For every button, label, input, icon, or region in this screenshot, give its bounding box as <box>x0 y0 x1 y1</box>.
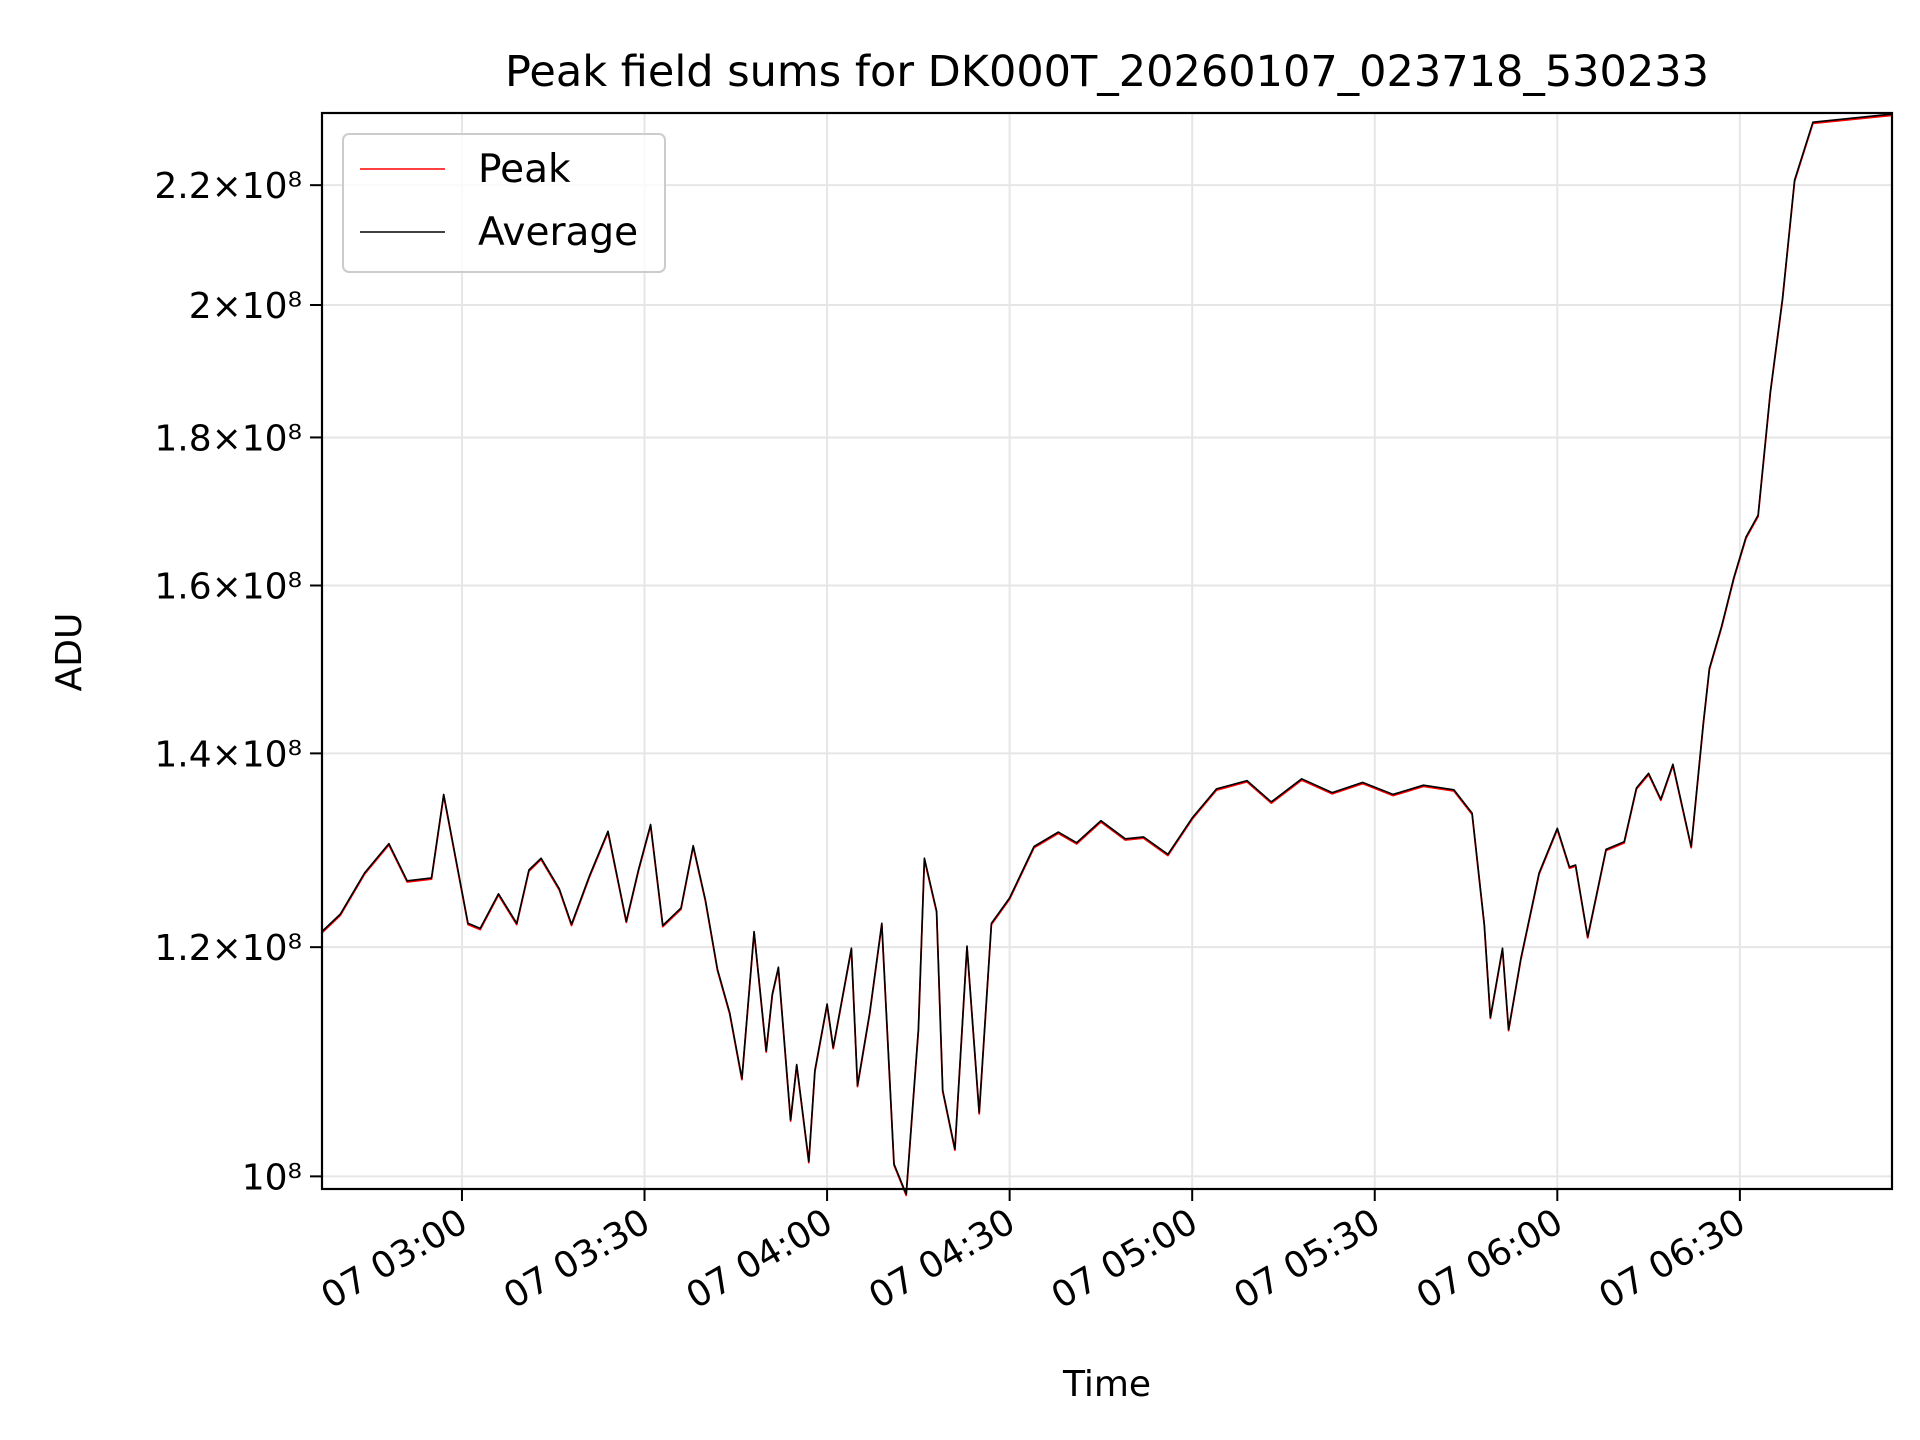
x-tick-label: 07 05:00 <box>1045 1201 1205 1317</box>
y-tick-label: 2.2×10⁸ <box>154 166 302 207</box>
x-tick-label: 07 03:00 <box>315 1201 475 1317</box>
y-tick-label: 10⁸ <box>242 1157 302 1198</box>
y-tick-label: 1.8×10⁸ <box>154 418 302 459</box>
legend: Peak Average <box>342 133 666 273</box>
legend-label-peak: Peak <box>478 147 571 192</box>
y-tick-label: 1.4×10⁸ <box>154 734 302 775</box>
y-axis-label: ADU <box>49 613 90 692</box>
x-tick-label: 07 04:30 <box>862 1201 1022 1317</box>
series-lines <box>321 113 1893 1197</box>
x-tick-label: 07 04:00 <box>680 1201 840 1317</box>
x-axis-ticks: 07 03:00 07 03:30 07 04:00 07 04:30 07 05:00… <box>315 1189 1752 1317</box>
grid <box>322 113 1892 1189</box>
y-axis-ticks: 10⁸ 1.2×10⁸ 1.4×10⁸ 1.6×10⁸ 1.8×10⁸ 2×10⁸ 2.2×… <box>154 166 322 1198</box>
x-tick-label: 07 03:30 <box>497 1201 657 1317</box>
y-tick-label: 1.2×10⁸ <box>154 928 302 969</box>
x-tick-label: 07 06:30 <box>1592 1201 1752 1317</box>
y-tick-label: 1.6×10⁸ <box>154 567 302 608</box>
x-axis-label: Time <box>1062 1364 1151 1405</box>
plot-frame <box>320 111 1894 1191</box>
legend-label-average: Average <box>478 210 638 255</box>
y-tick-label: 2×10⁸ <box>189 286 302 327</box>
series-line-peak <box>321 114 1893 1197</box>
series-line-average <box>321 113 1893 1195</box>
x-tick-label: 07 06:00 <box>1410 1201 1570 1317</box>
x-tick-label: 07 05:30 <box>1227 1201 1387 1317</box>
chart-title: Peak field sums for DK000T_20260107_0237… <box>505 47 1709 97</box>
